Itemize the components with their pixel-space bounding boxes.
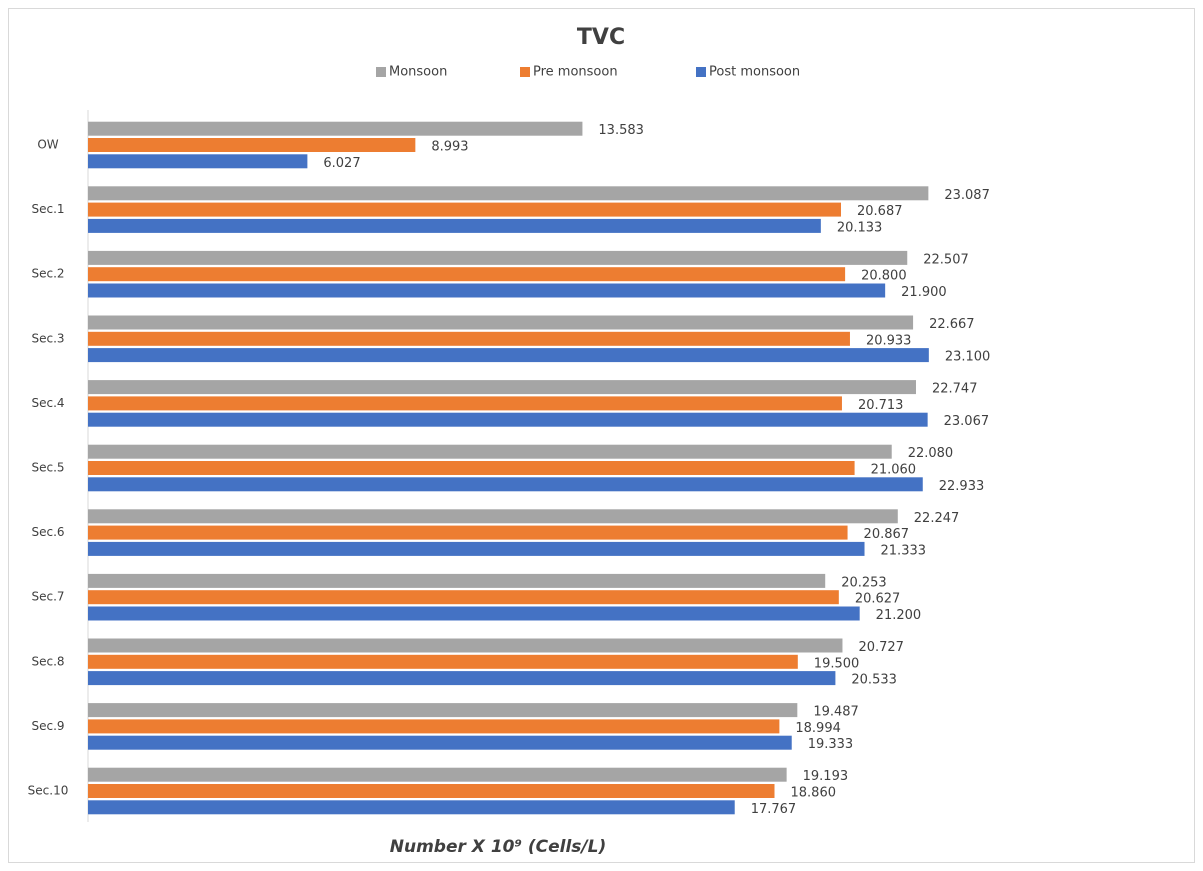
legend-swatch (376, 67, 386, 77)
data-label: 22.080 (908, 446, 954, 461)
y-tick-label: Sec.9 (31, 719, 64, 733)
data-label: 20.687 (857, 204, 903, 219)
data-label: 21.200 (876, 608, 922, 623)
y-tick-label: Sec.3 (31, 331, 64, 345)
x-axis-label: Number X 10⁹ (Cells/L) (390, 837, 606, 857)
bar (88, 784, 775, 798)
bar (88, 654, 798, 669)
bar (88, 525, 848, 540)
bar (88, 671, 836, 686)
data-label: 18.994 (795, 721, 841, 736)
bar (88, 703, 798, 718)
data-label: 23.100 (945, 350, 991, 365)
bar (88, 444, 892, 459)
bar (88, 477, 923, 492)
data-label: 22.247 (914, 511, 960, 526)
bar (88, 283, 886, 298)
data-label: 20.533 (851, 673, 897, 688)
data-label: 22.507 (923, 252, 969, 267)
legend-label: Pre monsoon (533, 65, 618, 80)
data-label: 20.627 (855, 592, 901, 607)
data-label: 6.027 (323, 156, 360, 171)
data-label: 21.333 (881, 543, 927, 558)
bar (88, 735, 792, 750)
data-label: 20.713 (858, 398, 904, 413)
data-label: 21.900 (901, 285, 947, 300)
data-label: 19.500 (814, 656, 860, 671)
bar (88, 573, 826, 588)
bar (88, 380, 916, 395)
y-tick-label: Sec.2 (31, 267, 64, 281)
y-tick-label: Sec.8 (31, 654, 64, 668)
bar (88, 412, 928, 427)
bar (88, 606, 860, 621)
bar (88, 719, 780, 734)
legend-label: Post monsoon (709, 65, 800, 80)
chart-title: TVC (577, 25, 625, 50)
y-tick-label: Sec.1 (31, 202, 64, 216)
bar (88, 509, 898, 524)
data-label: 20.867 (864, 527, 910, 542)
data-label: 20.800 (861, 269, 907, 284)
data-label: 23.087 (944, 188, 990, 203)
bar (88, 461, 855, 475)
bar (88, 121, 583, 136)
bar (88, 638, 843, 653)
bar (88, 250, 908, 265)
y-tick-label: Sec.10 (28, 784, 69, 798)
bar (88, 154, 308, 169)
bar (88, 541, 865, 556)
bar (88, 590, 839, 605)
data-label: 21.060 (871, 463, 917, 478)
bar (88, 202, 842, 217)
y-tick-label: Sec.6 (31, 525, 64, 539)
data-label: 20.727 (858, 640, 904, 655)
bar (88, 218, 821, 233)
bar (88, 315, 914, 330)
legend-swatch (696, 67, 706, 77)
data-label: 20.133 (837, 220, 883, 235)
y-tick-label: OW (37, 138, 58, 152)
data-label: 22.747 (932, 382, 978, 397)
data-label: 19.487 (813, 705, 859, 720)
data-label: 23.067 (944, 414, 990, 429)
legend-label: Monsoon (389, 65, 447, 80)
y-tick-label: Sec.5 (31, 461, 64, 475)
data-label: 20.933 (866, 333, 912, 348)
data-label: 17.767 (751, 802, 797, 817)
data-label: 22.933 (939, 479, 985, 494)
bar (88, 396, 842, 411)
bar (88, 331, 850, 346)
bar (88, 138, 416, 152)
y-tick-label: Sec.7 (31, 590, 64, 604)
bar (88, 186, 929, 201)
bar (88, 267, 846, 282)
bar (88, 800, 735, 815)
data-label: 8.993 (431, 140, 468, 155)
bar (88, 348, 929, 363)
y-tick-label: Sec.4 (31, 396, 64, 410)
data-label: 19.333 (808, 737, 854, 752)
legend-swatch (520, 67, 530, 77)
data-label: 18.860 (791, 786, 837, 801)
data-label: 19.193 (803, 769, 849, 784)
data-label: 13.583 (598, 123, 644, 138)
bar (88, 767, 787, 782)
data-label: 20.253 (841, 575, 887, 590)
data-label: 22.667 (929, 317, 975, 332)
